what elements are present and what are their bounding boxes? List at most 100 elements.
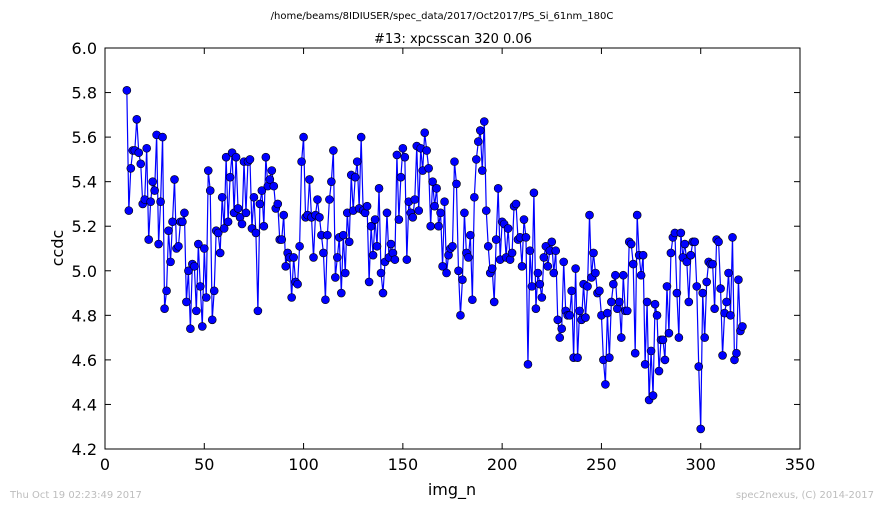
data-point xyxy=(722,297,731,307)
data-point xyxy=(714,237,723,247)
data-point xyxy=(249,192,259,202)
data-point xyxy=(481,206,491,215)
data-point xyxy=(259,221,269,231)
data-point xyxy=(696,424,706,434)
data-point xyxy=(313,195,322,204)
x-tick-label: 150 xyxy=(388,455,419,474)
data-point xyxy=(553,315,563,325)
chart-suptitle: /home/beams/8IDIUSER/spec_data/2017/Oct2… xyxy=(271,11,614,22)
data-point xyxy=(470,192,479,202)
data-point xyxy=(630,348,640,358)
x-tick-label: 200 xyxy=(487,455,518,474)
data-point xyxy=(531,304,541,313)
data-point xyxy=(521,233,531,242)
data-point xyxy=(436,208,445,218)
data-point xyxy=(376,268,386,278)
data-point xyxy=(233,204,243,213)
data-point xyxy=(336,288,346,298)
data-point xyxy=(503,224,513,233)
data-point xyxy=(551,246,561,256)
data-point xyxy=(628,259,638,269)
data-point xyxy=(273,199,283,209)
data-point xyxy=(662,282,672,291)
data-point xyxy=(585,210,594,220)
data-point xyxy=(710,304,719,313)
data-point xyxy=(422,146,431,155)
data-point xyxy=(454,266,463,276)
data-point xyxy=(205,186,215,195)
data-point xyxy=(507,248,517,258)
data-point xyxy=(253,306,263,316)
data-point xyxy=(438,262,447,271)
data-point xyxy=(196,282,205,291)
data-point xyxy=(529,188,539,198)
data-point xyxy=(450,157,459,166)
data-point xyxy=(293,279,302,289)
data-point xyxy=(489,297,499,307)
data-point xyxy=(174,241,183,251)
data-point xyxy=(694,362,704,371)
data-point xyxy=(217,192,227,202)
data-point xyxy=(402,255,412,264)
data-point xyxy=(626,239,636,249)
data-point xyxy=(386,239,396,249)
data-point xyxy=(261,152,271,162)
data-point xyxy=(567,286,576,296)
data-point xyxy=(146,197,155,207)
footer-timestamp: Thu Oct 19 02:23:49 2017 xyxy=(9,490,142,501)
data-point xyxy=(396,172,406,182)
data-point xyxy=(702,277,711,287)
y-tick-label: 5.8 xyxy=(72,84,97,103)
data-point xyxy=(144,235,153,244)
data-point xyxy=(199,244,209,253)
data-point xyxy=(148,177,157,186)
data-point xyxy=(186,324,195,334)
data-point xyxy=(370,215,380,224)
data-point xyxy=(603,308,612,318)
y-tick-label: 5.6 xyxy=(72,128,97,147)
data-point xyxy=(124,206,134,215)
data-point xyxy=(305,175,314,184)
data-point xyxy=(458,275,467,284)
data-point xyxy=(640,360,650,369)
data-point xyxy=(394,215,404,224)
data-point xyxy=(182,297,191,307)
data-point xyxy=(487,264,497,273)
data-point xyxy=(464,253,473,262)
data-point xyxy=(555,333,565,342)
data-point xyxy=(309,253,318,262)
data-point xyxy=(456,311,465,320)
data-point xyxy=(325,195,334,204)
y-tick-label: 5.4 xyxy=(72,173,97,192)
data-point xyxy=(400,152,410,162)
data-point xyxy=(559,257,569,267)
data-point xyxy=(331,273,340,282)
data-point xyxy=(609,279,618,289)
data-point xyxy=(460,208,469,218)
data-point xyxy=(549,268,559,278)
data-point xyxy=(132,114,142,124)
data-point xyxy=(595,286,604,296)
data-point xyxy=(519,215,529,224)
data-point xyxy=(605,353,614,362)
data-point xyxy=(658,335,668,345)
data-point xyxy=(390,255,400,264)
data-point xyxy=(734,275,743,284)
data-point xyxy=(601,380,610,389)
data-point xyxy=(287,293,296,302)
data-point xyxy=(164,226,173,235)
data-point xyxy=(170,175,179,184)
data-point xyxy=(398,143,408,153)
data-point xyxy=(166,257,175,267)
x-tick-label: 100 xyxy=(288,455,319,474)
data-point xyxy=(378,288,388,298)
data-point xyxy=(575,306,584,316)
data-point xyxy=(338,230,348,240)
data-point xyxy=(724,268,733,278)
y-tick-label: 5.2 xyxy=(72,217,97,236)
data-point xyxy=(442,268,451,278)
data-point xyxy=(213,228,223,238)
data-point xyxy=(666,248,676,258)
data-point xyxy=(350,172,360,182)
data-point xyxy=(517,262,527,271)
